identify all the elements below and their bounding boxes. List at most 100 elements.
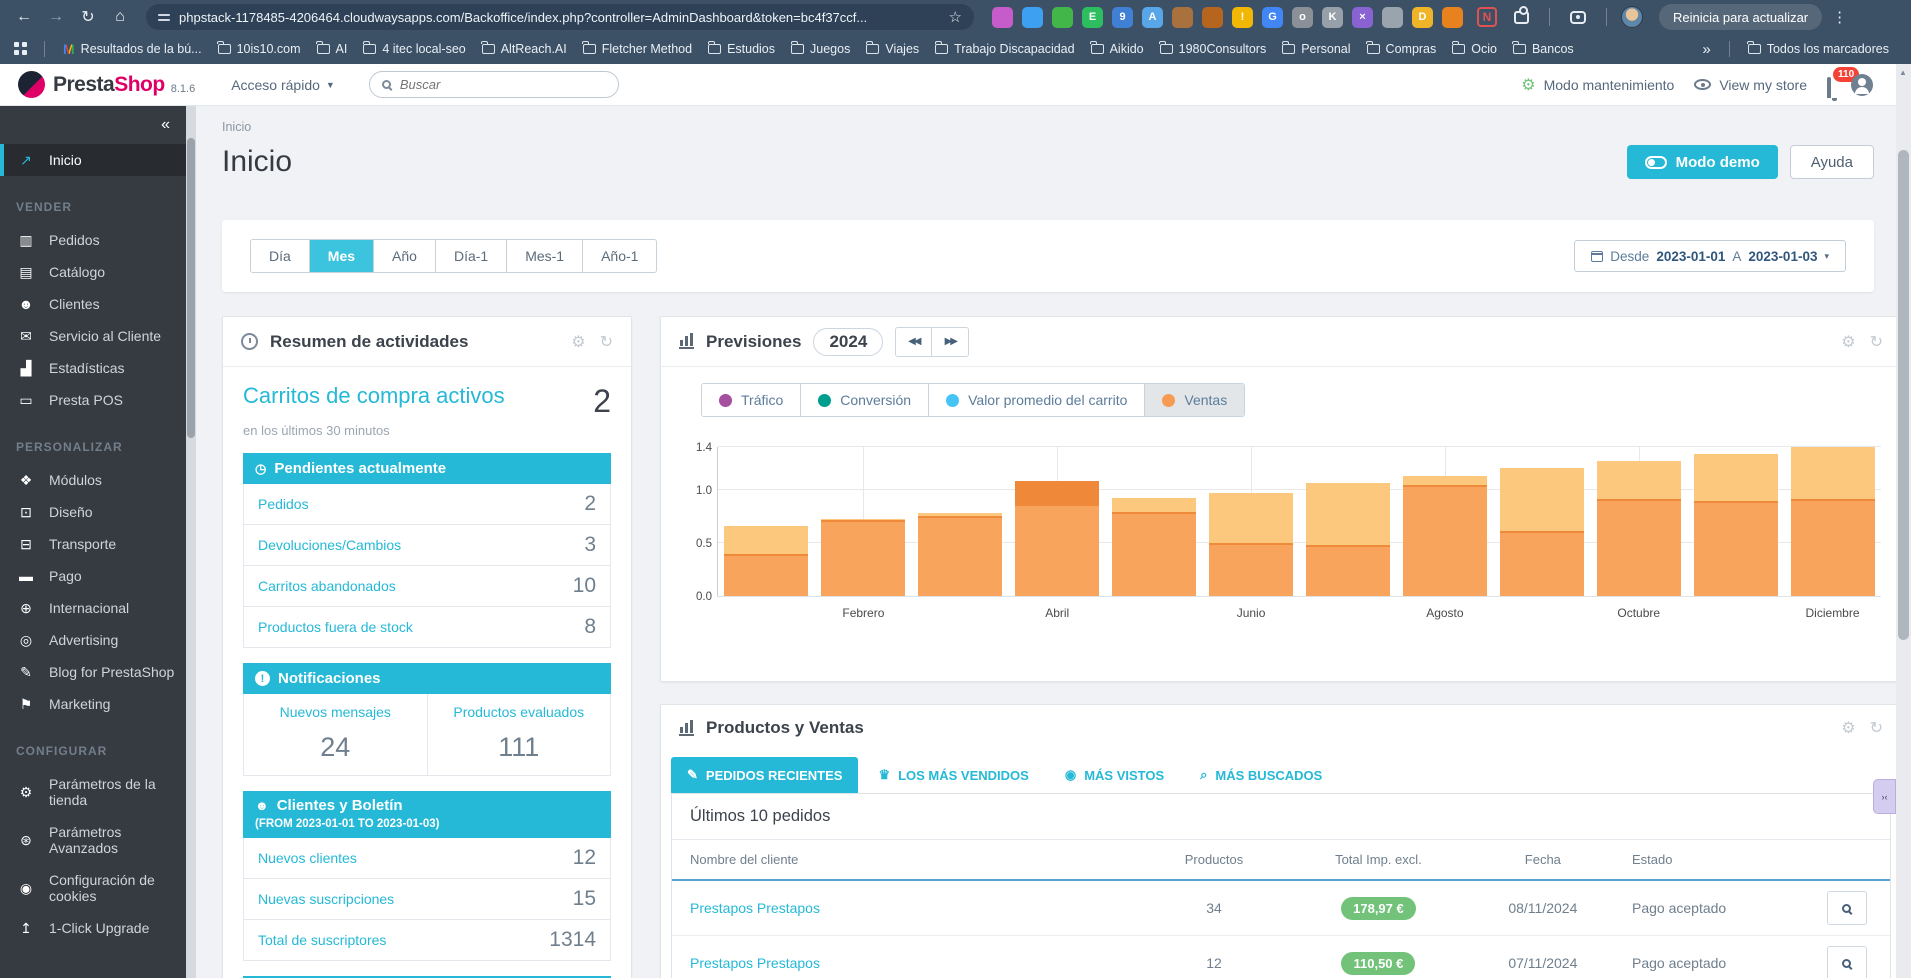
all-bookmarks[interactable]: Todos los marcadores bbox=[1740, 39, 1897, 59]
forecast-bar-febrero[interactable] bbox=[821, 519, 906, 596]
gear-icon[interactable]: ⚙ bbox=[571, 333, 586, 351]
sidebar-item-diseno[interactable]: ⊡ Diseño bbox=[0, 496, 196, 528]
apps-grid-icon[interactable] bbox=[14, 42, 28, 56]
previous-year-button[interactable]: ◀◀ bbox=[896, 327, 933, 356]
sidebar-item-parametros-de-la-tienda[interactable]: ⚙ Parámetros de la tienda bbox=[0, 768, 196, 816]
sidebar-item-advertising[interactable]: ◎ Advertising bbox=[0, 624, 196, 656]
notebook-extension-icon[interactable] bbox=[1202, 6, 1223, 28]
reload-icon[interactable]: ↻ bbox=[81, 9, 95, 26]
legend-valor-promedio-del-carrito[interactable]: Valor promedio del carrito bbox=[929, 384, 1146, 416]
floating-widget[interactable]: ›‹ bbox=[1873, 779, 1896, 814]
forecast-bar-mayo[interactable] bbox=[1112, 498, 1197, 596]
prestashop-logo[interactable] bbox=[18, 71, 45, 98]
next-year-button[interactable]: ▶▶ bbox=[932, 327, 969, 356]
sidebar-item-presta-pos[interactable]: ▭ Presta POS bbox=[0, 384, 196, 416]
bookmark-folder[interactable]: AI bbox=[309, 39, 356, 59]
sidebar-collapse-button[interactable]: « bbox=[0, 106, 196, 144]
stat-row-link[interactable]: Total de suscriptores bbox=[258, 932, 387, 948]
forecast-bar-abril[interactable] bbox=[1015, 481, 1100, 596]
bookmark-folder[interactable]: Viajes bbox=[858, 39, 927, 59]
evernote-extension-icon[interactable]: E bbox=[1082, 6, 1103, 28]
stat-row-link[interactable]: Nuevas suscripciones bbox=[258, 891, 395, 907]
forecast-bar-octubre[interactable] bbox=[1596, 460, 1681, 596]
sidebar-item-configuracion-de-cookies[interactable]: ◉ Configuración de cookies bbox=[0, 864, 196, 912]
bookmarks-overflow-icon[interactable]: » bbox=[1702, 40, 1711, 58]
bookmark-folder[interactable]: Personal bbox=[1274, 39, 1358, 59]
home-icon[interactable]: ⌂ bbox=[115, 8, 125, 25]
forward-icon[interactable]: → bbox=[48, 8, 64, 25]
scrollbar-up-arrow[interactable]: ▲ bbox=[1899, 68, 1907, 77]
bookmark-folder[interactable]: Ocio bbox=[1444, 39, 1505, 59]
active-carts-link[interactable]: Carritos de compra activos bbox=[243, 383, 505, 408]
lightbulb-extension-icon[interactable]: ! bbox=[1232, 6, 1253, 28]
k-extension-icon[interactable]: K bbox=[1322, 6, 1343, 28]
search-input[interactable] bbox=[399, 77, 606, 92]
customer-link[interactable]: Prestapos Prestapos bbox=[690, 900, 820, 916]
restart-to-update-button[interactable]: Reinicia para actualizar bbox=[1659, 4, 1823, 30]
bookmark-folder[interactable]: Bancos bbox=[1505, 39, 1582, 59]
date-range-picker[interactable]: Desde 2023-01-01 A 2023-01-03 ▾ bbox=[1574, 240, 1846, 272]
stat-row-link[interactable]: Nuevos clientes bbox=[258, 850, 357, 866]
forecast-bar-noviembre[interactable] bbox=[1693, 454, 1778, 596]
bookmark-folder[interactable]: Fletcher Method bbox=[575, 39, 700, 59]
sidebar-scrollbar[interactable] bbox=[186, 106, 196, 978]
view-order-button[interactable] bbox=[1826, 891, 1867, 925]
view-my-store-link[interactable]: View my store bbox=[1694, 77, 1807, 93]
forecast-bar-marzo[interactable] bbox=[918, 513, 1003, 596]
cookie-extension-icon[interactable] bbox=[1172, 6, 1193, 28]
bookmark-folder[interactable]: 4 itec local-seo bbox=[355, 39, 473, 59]
extensions-puzzle-icon[interactable] bbox=[1507, 4, 1535, 30]
forecast-bar-julio[interactable] bbox=[1305, 483, 1390, 596]
back-icon[interactable]: ← bbox=[16, 8, 32, 25]
bookmark-search-results[interactable]: M Resultados de la bú... bbox=[55, 38, 210, 60]
notification-link[interactable]: Nuevos mensajes bbox=[279, 704, 391, 720]
sidebar-item-modulos[interactable]: ❖ Módulos bbox=[0, 464, 196, 496]
filter-mes-1[interactable]: Mes-1 bbox=[507, 240, 584, 272]
stat-row-link[interactable]: Devoluciones/Cambios bbox=[258, 537, 402, 553]
sidebar-item-inicio[interactable]: ↗ Inicio bbox=[0, 144, 196, 176]
color-wheel-extension-icon[interactable] bbox=[992, 6, 1013, 28]
filter-ano[interactable]: Año bbox=[374, 240, 436, 272]
tab-los-mas-vendidos[interactable]: ♛ LOS MÁS VENDIDOS bbox=[862, 757, 1044, 793]
bookmark-folder[interactable]: AltReach.AI bbox=[474, 39, 575, 59]
purple-face-extension-icon[interactable]: × bbox=[1352, 6, 1373, 28]
sidebar-scrollbar-thumb[interactable] bbox=[187, 138, 195, 438]
metamask-fox-extension-icon[interactable] bbox=[1442, 6, 1463, 28]
forecast-bar-agosto[interactable] bbox=[1402, 475, 1487, 596]
tab-mas-buscados[interactable]: ⌕ MÁS BUSCADOS bbox=[1184, 757, 1338, 793]
legend-trafico[interactable]: Tráfico bbox=[702, 384, 802, 416]
address-bar[interactable]: phpstack-1178485-4206464.cloudwaysapps.c… bbox=[146, 4, 974, 30]
translate-extension-icon[interactable]: G bbox=[1262, 6, 1283, 28]
bookmark-folder[interactable]: Estudios bbox=[700, 39, 783, 59]
map-pin-extension-icon[interactable] bbox=[1022, 6, 1043, 28]
customer-link[interactable]: Prestapos Prestapos bbox=[690, 955, 820, 971]
filter-mes[interactable]: Mes bbox=[309, 240, 375, 272]
filter-dia-1[interactable]: Día-1 bbox=[435, 240, 508, 272]
pages-extension-icon[interactable] bbox=[1382, 6, 1403, 28]
quill-extension-icon[interactable]: A bbox=[1142, 6, 1163, 28]
bookmark-folder[interactable]: Compras bbox=[1359, 39, 1445, 59]
bookmark-folder[interactable]: Trabajo Discapacidad bbox=[927, 39, 1082, 59]
sidebar-item-catalogo[interactable]: ▤ Catálogo bbox=[0, 256, 196, 288]
sidebar-item-blog-for-prestashop[interactable]: ✎ Blog for PrestaShop bbox=[0, 656, 196, 688]
notification-link[interactable]: Productos evaluados bbox=[453, 704, 585, 720]
demo-mode-button[interactable]: Modo demo bbox=[1626, 145, 1778, 179]
shield-extension-icon[interactable]: 9 bbox=[1112, 6, 1133, 28]
stat-row-link[interactable]: Carritos abandonados bbox=[258, 578, 396, 594]
forecast-bar-septiembre[interactable] bbox=[1499, 468, 1584, 596]
legend-conversion[interactable]: Conversión bbox=[801, 384, 930, 416]
gear-icon[interactable]: ⚙ bbox=[1841, 720, 1856, 737]
maintenance-mode-link[interactable]: ⚙ Modo mantenimiento bbox=[1521, 75, 1674, 95]
sidebar-item-internacional[interactable]: ⊕ Internacional bbox=[0, 592, 196, 624]
view-order-button[interactable] bbox=[1826, 946, 1867, 978]
refresh-icon[interactable]: ↻ bbox=[1869, 720, 1883, 737]
sidebar-item-pedidos[interactable]: ▥ Pedidos bbox=[0, 224, 196, 256]
url-text[interactable]: phpstack-1178485-4206464.cloudwaysapps.c… bbox=[179, 9, 868, 25]
forecast-bar-junio[interactable] bbox=[1209, 492, 1294, 596]
lens-extension-icon[interactable]: o bbox=[1292, 6, 1313, 28]
bookmark-folder[interactable]: Aikido bbox=[1083, 39, 1152, 59]
page-scrollbar-thumb[interactable] bbox=[1898, 150, 1909, 640]
notifications-bell[interactable]: 110 bbox=[1827, 66, 1860, 98]
quick-access-dropdown[interactable]: Acceso rápido ▼ bbox=[231, 77, 335, 93]
sidebar-item-servicio-al-cliente[interactable]: ✉ Servicio al Cliente bbox=[0, 320, 196, 352]
